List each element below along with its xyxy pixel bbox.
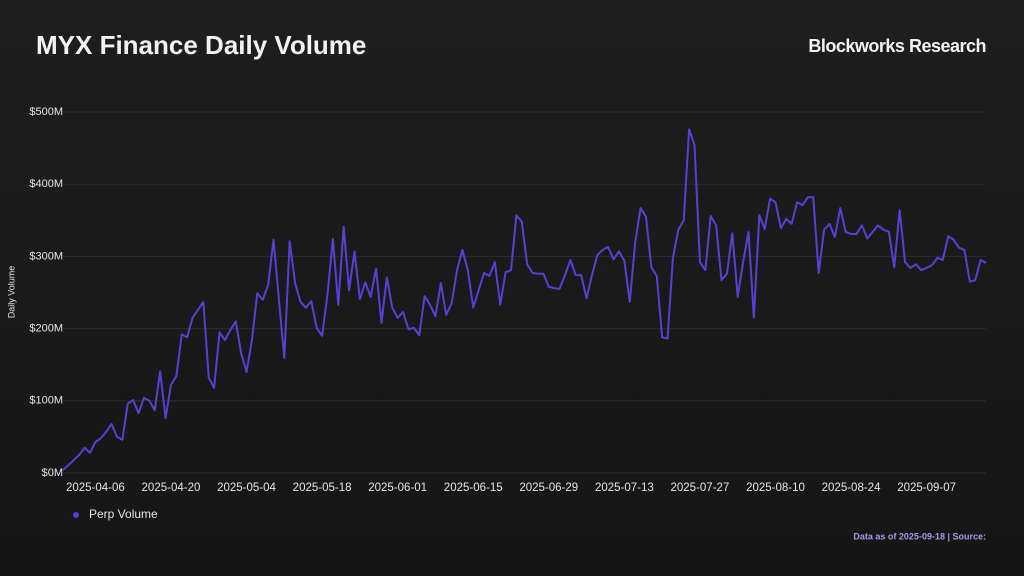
y-tick-label: $0M (42, 467, 63, 479)
y-axis-label: Daily Volume (6, 266, 16, 319)
legend-label: Perp Volume (89, 507, 158, 521)
y-tick-label: $100M (29, 395, 63, 407)
x-tick-label: 2025-08-24 (822, 482, 881, 494)
y-tick-label: $500M (29, 106, 63, 118)
y-tick-label: $300M (29, 250, 63, 262)
x-tick-label: 2025-05-04 (217, 482, 276, 494)
x-tick-label: 2025-06-29 (519, 482, 578, 494)
footer: Data as of 2025-09-18 | Source: (853, 531, 986, 541)
x-tick-label: 2025-06-15 (444, 482, 503, 494)
legend-marker (73, 512, 79, 518)
x-tick-label: 2025-06-01 (368, 482, 427, 494)
x-tick-label: 2025-04-20 (142, 482, 201, 494)
x-tick-label: 2025-08-10 (746, 482, 805, 494)
brand: Blockworks Research (808, 36, 986, 56)
series-line (62, 128, 987, 471)
x-tick-label: 2025-07-27 (671, 482, 730, 494)
chart-title: MYX Finance Daily Volume (36, 30, 366, 60)
x-tick-label: 2025-07-13 (595, 482, 654, 494)
y-tick-label: $200M (29, 323, 63, 335)
y-tick-label: $400M (29, 178, 63, 190)
x-tick-label: 2025-04-06 (66, 482, 125, 494)
x-tick-label: 2025-09-07 (897, 482, 956, 494)
x-tick-label: 2025-05-18 (293, 482, 352, 494)
